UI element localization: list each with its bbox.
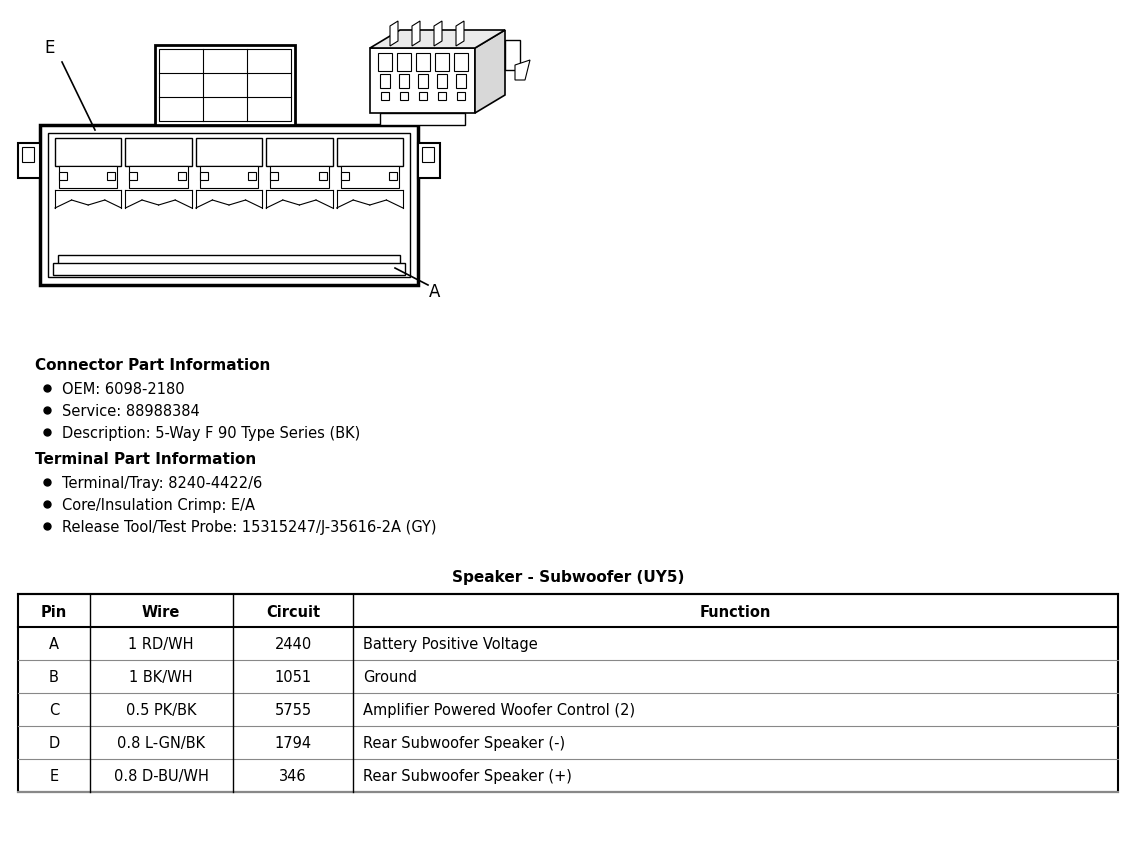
Bar [59, 166, 117, 188]
Text: 1051: 1051 [275, 670, 311, 685]
Text: Core/Insulation Crimp: E/A: Core/Insulation Crimp: E/A [62, 498, 254, 513]
Bar [381, 113, 465, 125]
Text: OEM: 6098-2180: OEM: 6098-2180 [62, 382, 185, 397]
Bar [378, 53, 392, 71]
Bar [159, 49, 291, 121]
Bar [59, 172, 67, 180]
Bar [416, 53, 431, 71]
Text: A: A [49, 637, 59, 652]
Text: Rear Subwoofer Speaker (-): Rear Subwoofer Speaker (-) [364, 736, 565, 751]
Bar [456, 74, 466, 88]
Text: E: E [50, 769, 59, 784]
Bar [421, 147, 434, 162]
Text: Rear Subwoofer Speaker (+): Rear Subwoofer Speaker (+) [364, 769, 571, 784]
Bar [400, 92, 408, 100]
Text: 1 RD/WH: 1 RD/WH [128, 637, 194, 652]
Bar [270, 166, 328, 188]
Text: 1794: 1794 [275, 736, 311, 751]
Bar [270, 172, 278, 180]
Bar [435, 53, 449, 71]
Text: 5755: 5755 [275, 703, 311, 718]
Text: Release Tool/Test Probe: 15315247/J-35616-2A (GY): Release Tool/Test Probe: 15315247/J-3561… [62, 520, 436, 535]
Bar [200, 166, 258, 188]
Bar [18, 594, 1118, 792]
Bar [48, 133, 410, 277]
Bar [399, 74, 409, 88]
Polygon shape [506, 40, 520, 70]
Text: 0.8 D-BU/WH: 0.8 D-BU/WH [114, 769, 208, 784]
Bar [108, 172, 116, 180]
Text: 346: 346 [279, 769, 307, 784]
Text: Pin: Pin [41, 605, 67, 620]
Bar [18, 143, 40, 178]
Bar [318, 172, 327, 180]
Text: Battery Positive Voltage: Battery Positive Voltage [364, 637, 537, 652]
Text: Function: Function [700, 605, 770, 620]
Text: Speaker - Subwoofer (UY5): Speaker - Subwoofer (UY5) [452, 570, 684, 585]
Text: Service: 88988384: Service: 88988384 [62, 404, 200, 419]
Bar [130, 166, 187, 188]
Text: B: B [49, 670, 59, 685]
Bar [154, 45, 295, 125]
Text: 0.5 PK/BK: 0.5 PK/BK [126, 703, 197, 718]
Bar [178, 172, 186, 180]
Bar [418, 143, 440, 178]
Text: Terminal Part Information: Terminal Part Information [35, 452, 257, 467]
Bar [454, 53, 468, 71]
Polygon shape [390, 21, 398, 46]
Bar [40, 125, 418, 285]
Text: A: A [429, 283, 441, 301]
Bar [248, 172, 257, 180]
Text: 0.8 L-GN/BK: 0.8 L-GN/BK [117, 736, 206, 751]
Text: D: D [49, 736, 59, 751]
Text: C: C [49, 703, 59, 718]
Bar [22, 147, 34, 162]
Text: Connector Part Information: Connector Part Information [35, 358, 270, 373]
Bar [419, 92, 427, 100]
Text: E: E [44, 39, 56, 57]
Polygon shape [475, 30, 506, 113]
Polygon shape [370, 30, 506, 48]
Bar [195, 138, 262, 166]
Bar [266, 138, 333, 166]
Text: 2440: 2440 [275, 637, 311, 652]
Bar [457, 92, 465, 100]
Bar [53, 263, 406, 275]
Text: Terminal/Tray: 8240-4422/6: Terminal/Tray: 8240-4422/6 [62, 476, 262, 491]
Bar [438, 92, 446, 100]
Text: Circuit: Circuit [266, 605, 320, 620]
Bar [336, 138, 403, 166]
Bar [125, 138, 192, 166]
Text: Description: 5-Way F 90 Type Series (BK): Description: 5-Way F 90 Type Series (BK) [62, 426, 360, 441]
Bar [341, 172, 349, 180]
Bar [437, 74, 446, 88]
Bar [130, 172, 137, 180]
Bar [58, 255, 400, 265]
Bar [370, 48, 475, 113]
Bar [55, 138, 122, 166]
Text: Ground: Ground [364, 670, 417, 685]
Bar [418, 74, 428, 88]
Polygon shape [434, 21, 442, 46]
Polygon shape [456, 21, 463, 46]
Bar [396, 53, 411, 71]
Text: 1 BK/WH: 1 BK/WH [130, 670, 193, 685]
Polygon shape [412, 21, 420, 46]
Bar [381, 74, 390, 88]
Bar [200, 172, 208, 180]
Polygon shape [515, 60, 531, 80]
Bar [389, 172, 396, 180]
Text: Amplifier Powered Woofer Control (2): Amplifier Powered Woofer Control (2) [364, 703, 635, 718]
Bar [381, 92, 389, 100]
Bar [341, 166, 399, 188]
Text: Wire: Wire [142, 605, 181, 620]
